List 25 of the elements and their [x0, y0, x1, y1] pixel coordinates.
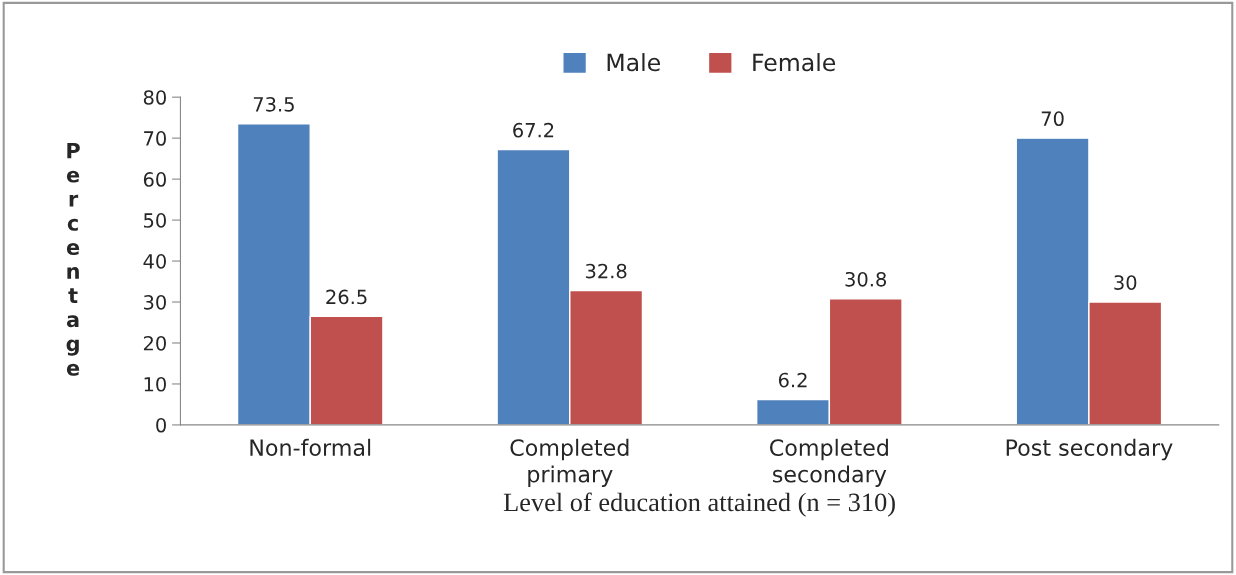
y-tick-label: 50: [144, 213, 166, 228]
data-label: 73.5: [253, 97, 294, 112]
data-label: 26.5: [326, 289, 367, 305]
x-tick-label: Non-formal: [250, 438, 371, 457]
legend-label: Male: [607, 53, 660, 72]
data-label: 30.8: [845, 271, 887, 287]
data-label: 32.8: [585, 263, 627, 279]
data-label: 6.2: [778, 372, 807, 388]
data-label: 30: [1114, 275, 1137, 290]
y-tick-label: 0: [156, 417, 166, 433]
y-tick-label: 60: [143, 172, 166, 187]
text: Percentage: [66, 142, 80, 376]
y-tick-label: 20: [143, 335, 166, 351]
y-tick-label: 40: [143, 254, 166, 269]
x-tick-label: Completed primary: [510, 438, 629, 487]
data-label: 67.2: [513, 122, 554, 138]
y-tick-label: 30: [144, 294, 166, 310]
x-tick-label: Completed secondary: [770, 438, 888, 487]
y-tick-label: 70: [144, 131, 166, 146]
x-tick-label: Post secondary: [1006, 438, 1173, 461]
legend-label: Female: [753, 53, 836, 72]
data-label: 70: [1041, 111, 1064, 127]
y-tick-label: 80: [143, 90, 166, 105]
x-axis-title: Level of education attained (n = 310): [503, 492, 895, 517]
y-tick-label: 10: [144, 376, 166, 392]
